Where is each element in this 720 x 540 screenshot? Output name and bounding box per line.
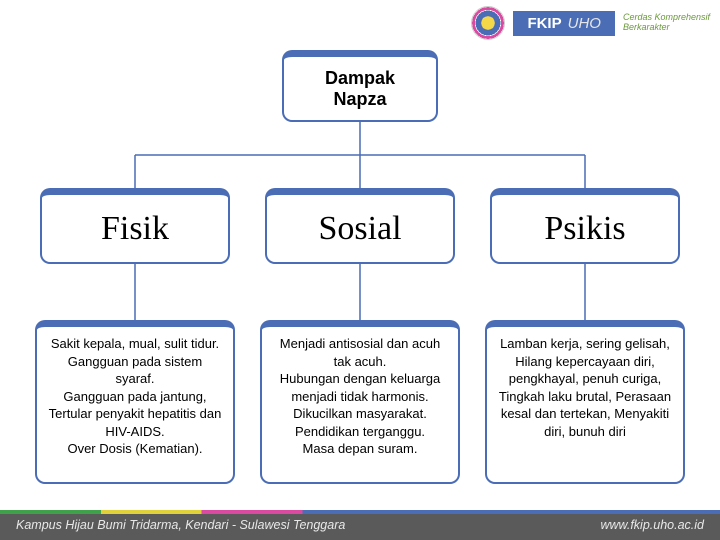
category-label: Sosial: [318, 210, 401, 248]
root-line1: Dampak: [294, 68, 426, 89]
root-node: Dampak Napza: [282, 50, 438, 122]
category-label: Psikis: [544, 210, 625, 248]
detail-node-psikis: Lamban kerja, sering gelisah, Hilang kep…: [485, 320, 685, 484]
category-node-sosial: Sosial: [265, 188, 455, 264]
footer-accent-stripe: [0, 510, 720, 514]
institution-logo-icon: [471, 6, 505, 40]
category-label: Fisik: [101, 210, 169, 248]
detail-text: Menjadi antisosial dan acuh tak acuh. Hu…: [272, 335, 448, 458]
category-node-psikis: Psikis: [490, 188, 680, 264]
detail-node-fisik: Sakit kepala, mual, sulit tidur. Ganggua…: [35, 320, 235, 484]
category-node-fisik: Fisik: [40, 188, 230, 264]
footer-left: Kampus Hijau Bumi Tridarma, Kendari - Su…: [16, 518, 345, 532]
brand-badge: FKIP UHO: [513, 11, 615, 36]
footer-right: www.fkip.uho.ac.id: [600, 518, 704, 532]
detail-node-sosial: Menjadi antisosial dan acuh tak acuh. Hu…: [260, 320, 460, 484]
footer-bar: Kampus Hijau Bumi Tridarma, Kendari - Su…: [0, 510, 720, 540]
header-bar: FKIP UHO Cerdas Komprehensif Berkarakter: [471, 6, 710, 40]
root-line2: Napza: [294, 89, 426, 110]
brand-sub: UHO: [568, 15, 601, 32]
brand-main: FKIP: [527, 15, 561, 32]
detail-text: Sakit kepala, mual, sulit tidur. Ganggua…: [47, 335, 223, 458]
brand-tagline: Cerdas Komprehensif Berkarakter: [623, 13, 710, 33]
detail-text: Lamban kerja, sering gelisah, Hilang kep…: [497, 335, 673, 440]
